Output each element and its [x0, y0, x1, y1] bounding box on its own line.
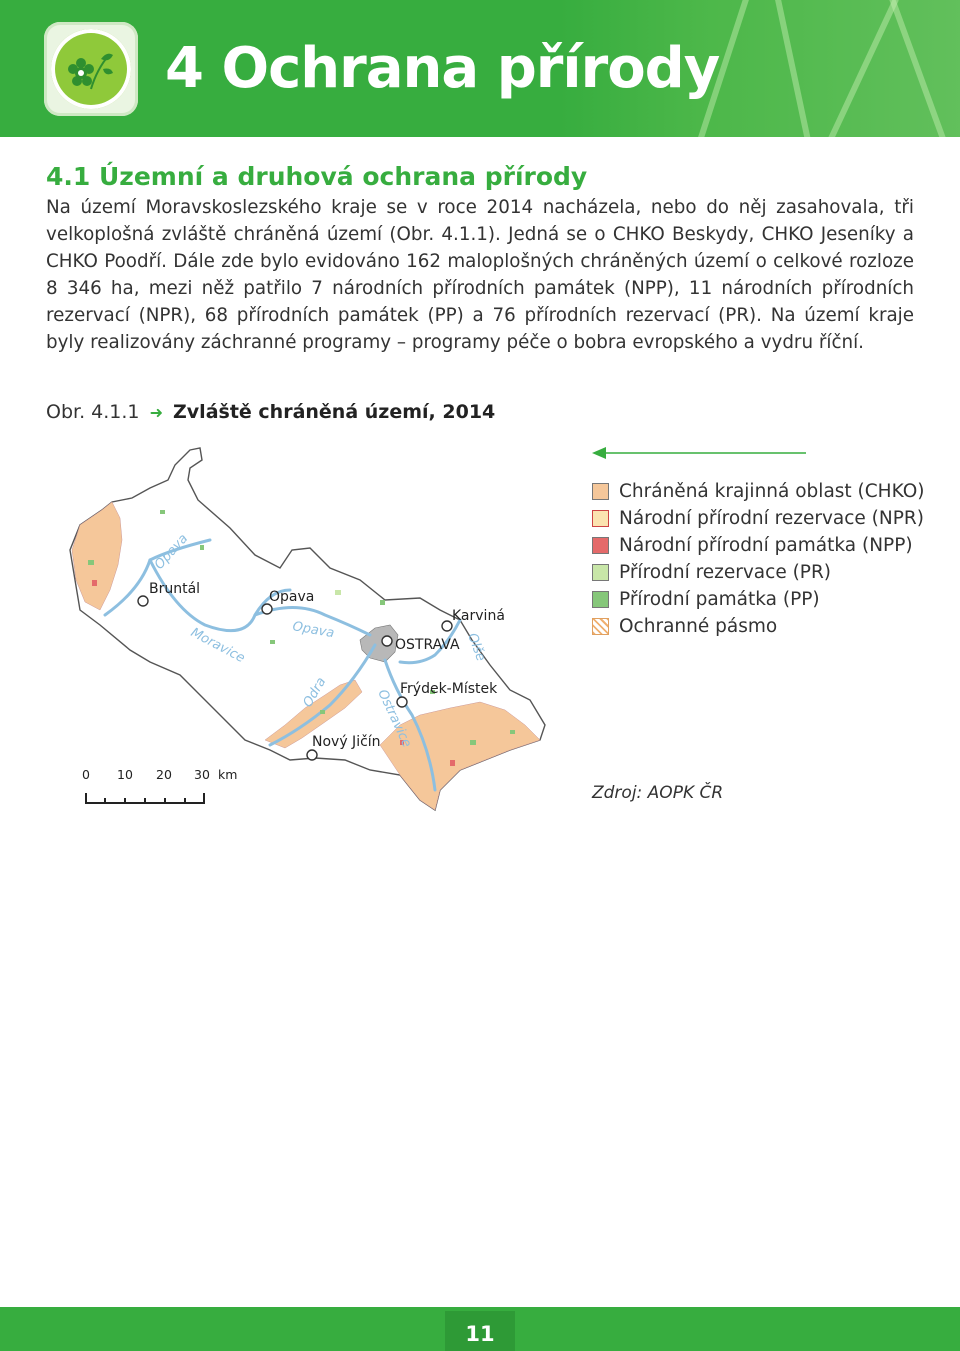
chapter-logo	[44, 22, 138, 116]
figure-title: Zvláště chráněná území, 2014	[173, 401, 496, 423]
city-label-ostrava: OSTRAVA	[395, 637, 460, 653]
scale-unit: km	[218, 767, 237, 782]
figure-source: Zdroj: AOPK ČR	[592, 783, 724, 803]
legend-label: Národní přírodní rezervace (NPR)	[619, 508, 924, 529]
river-odra	[268, 643, 377, 747]
legend-swatch	[592, 618, 609, 635]
city-marker-ostrava	[381, 635, 393, 647]
legend-swatch	[592, 510, 609, 527]
city-marker-opava	[261, 603, 273, 615]
section-title: 4.1 Územní a druhová ochrana přírody	[46, 162, 588, 191]
legend-item-chko: Chráněná krajinná oblast (CHKO)	[592, 478, 925, 505]
legend-item-npp: Národní přírodní památka (NPP)	[592, 532, 925, 559]
scale-line	[85, 793, 205, 804]
region-map: Bruntál Opava Karviná OSTRAVA Frýdek-Mís…	[69, 447, 546, 812]
scale-tick-10: 10	[117, 767, 133, 782]
river-ostravice	[383, 658, 437, 792]
river-opava-lower	[253, 606, 372, 637]
city-marker-novy-jicin	[306, 749, 318, 761]
river-olse	[398, 618, 462, 665]
city-label-opava: Opava	[269, 589, 314, 605]
grass-background	[560, 0, 960, 137]
map-legend: Chráněná krajinná oblast (CHKO) Národní …	[592, 478, 925, 640]
rivers	[103, 538, 462, 792]
city-marker-frydek	[396, 696, 408, 708]
map-scale-bar: 0 10 20 30 km	[82, 767, 237, 804]
chapter-title: 4 Ochrana přírody	[165, 36, 720, 101]
legend-label: Chráněná krajinná oblast (CHKO)	[619, 481, 925, 502]
city-label-bruntal: Bruntál	[149, 581, 200, 597]
page-number-box	[445, 1311, 515, 1351]
legend-swatch	[592, 564, 609, 581]
river-label-opava-lower: Opava	[291, 619, 335, 641]
page-header: 4 Ochrana přírody	[0, 0, 960, 137]
small-protected-areas	[88, 510, 515, 766]
legend-item-pr: Přírodní rezervace (PR)	[592, 559, 925, 586]
legend-item-npr: Národní přírodní rezervace (NPR)	[592, 505, 925, 532]
page-number: 11	[465, 1322, 495, 1346]
legend-swatch	[592, 483, 609, 500]
legend-swatch	[592, 591, 609, 608]
scale-tick-0: 0	[82, 767, 90, 782]
city-marker-karvina	[441, 620, 453, 632]
legend-label: Přírodní památka (PP)	[619, 589, 820, 610]
city-label-karvina: Karviná	[452, 608, 505, 624]
legend-label: Ochranné pásmo	[619, 616, 778, 637]
arrow-right-icon: ➜	[149, 403, 163, 422]
scale-tick-30: 30	[194, 767, 210, 782]
scale-tick-20: 20	[156, 767, 172, 782]
river-moravice	[148, 558, 292, 633]
figure-number: Obr. 4.1.1	[46, 401, 140, 423]
city-label-novy-jicin: Nový Jičín	[312, 734, 381, 750]
city-label-frydek: Frýdek-Místek	[400, 681, 498, 697]
figure-caption: Obr. 4.1.1 ➜ Zvláště chráněná území, 201…	[46, 401, 495, 423]
legend-arrow-icon	[592, 447, 806, 459]
city-markers	[137, 595, 453, 761]
flower-icon	[51, 29, 131, 109]
legend-swatch	[592, 537, 609, 554]
legend-label: Přírodní rezervace (PR)	[619, 562, 832, 583]
city-marker-bruntal	[137, 595, 149, 607]
legend-label: Národní přírodní památka (NPP)	[619, 535, 913, 556]
chko-jeseniky-area	[71, 501, 123, 611]
legend-item-pp: Přírodní památka (PP)	[592, 586, 925, 613]
legend-item-ochranne-pasmo: Ochranné pásmo	[592, 613, 925, 640]
section-paragraph: Na území Moravskoslezského kraje se v ro…	[46, 197, 914, 353]
